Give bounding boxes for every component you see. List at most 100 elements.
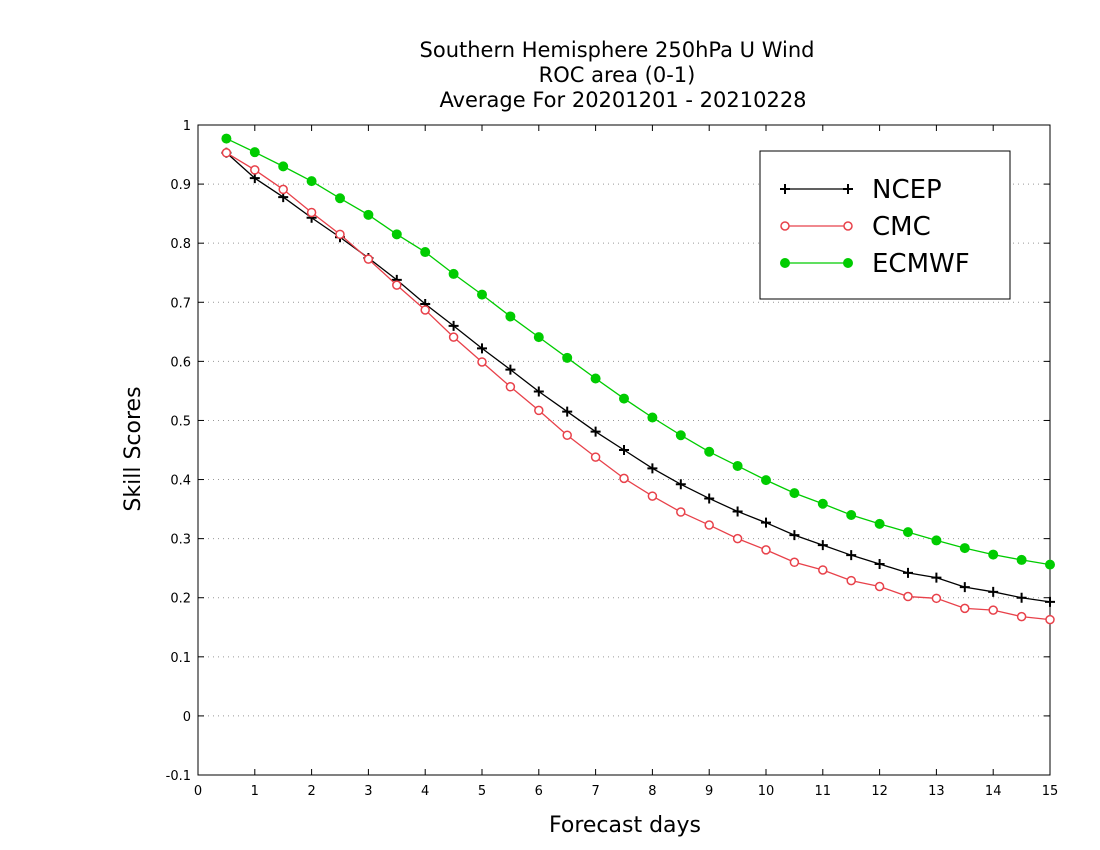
chart-title-line-2: ROC area (0-1) — [539, 63, 696, 87]
series-cmc-point — [335, 229, 345, 240]
series-cmc-point — [250, 165, 260, 175]
series-ncep-point — [675, 479, 686, 490]
series-ecmwf-point — [335, 193, 345, 204]
series-ecmwf-point — [306, 176, 317, 187]
y-tick-label: 0.9 — [170, 178, 191, 193]
series-ncep-point — [619, 445, 629, 455]
x-tick-label: 11 — [815, 784, 832, 799]
series-cmc-point — [1016, 611, 1027, 622]
legend-cmc-label: CMC — [872, 212, 931, 242]
series-ncep-point — [931, 572, 942, 583]
legend: NCEP CMC ECMWF — [759, 150, 1011, 300]
series-cmc-point — [960, 603, 970, 614]
series-ecmwf-point — [817, 498, 828, 509]
series-ncep-point — [732, 506, 743, 517]
y-tick-label: 1 — [183, 119, 191, 134]
series-ecmwf-point — [619, 393, 629, 404]
x-tick-label: 5 — [478, 784, 486, 799]
x-tick-label: 13 — [928, 784, 945, 799]
series-cmc-point — [306, 207, 317, 218]
series-ecmwf-point — [789, 488, 800, 499]
series-ncep-point — [505, 364, 516, 375]
series-ecmwf — [221, 133, 1055, 570]
series-ncep-point — [533, 386, 544, 397]
series-cmc-point — [590, 452, 601, 462]
series-ncep-point — [988, 586, 999, 597]
series-cmc-point — [363, 254, 374, 264]
series-ncep-point — [477, 343, 487, 354]
y-tick-label: 0.8 — [170, 237, 191, 252]
series-cmc-point — [1045, 614, 1055, 625]
series-cmc-point — [477, 357, 487, 367]
series-ncep-point — [959, 582, 970, 593]
legend-ncep-label: NCEP — [872, 175, 942, 205]
series-ecmwf-point — [647, 412, 658, 423]
x-tick-label: 4 — [421, 784, 429, 799]
x-tick-label: 15 — [1042, 784, 1059, 799]
series-ecmwf-point — [533, 332, 544, 343]
series-ncep-point — [1016, 592, 1027, 603]
series-cmc-point — [931, 593, 942, 604]
legend-cmc-marker — [780, 221, 790, 231]
x-tick-label: 14 — [985, 784, 1002, 799]
x-tick-label: 6 — [535, 784, 543, 799]
series-ecmwf-point — [903, 527, 913, 538]
legend-ncep-marker — [843, 184, 853, 194]
x-tick-label: 3 — [364, 784, 372, 799]
y-tick-label: 0.3 — [170, 533, 191, 548]
series-ecmwf-point — [1045, 559, 1055, 570]
series-ecmwf-point — [988, 549, 999, 560]
series-ecmwf-point — [221, 133, 232, 144]
chart-title-line-3: Average For 20201201 - 20210228 — [439, 88, 806, 112]
x-tick-label: 10 — [758, 784, 775, 799]
legend-ecmwf-marker — [843, 258, 853, 268]
chart-title-line-1: Southern Hemisphere 250hPa U Wind — [420, 38, 815, 62]
series-cmc-point — [846, 575, 856, 586]
y-axis-label: Skill Scores — [121, 386, 146, 511]
series-cmc-point — [448, 332, 459, 342]
series-ncep-point — [704, 493, 715, 504]
legend-box — [759, 150, 1011, 300]
series-ncep-point — [903, 567, 913, 578]
series-cmc-point — [903, 591, 913, 602]
series-ecmwf-point — [420, 247, 431, 258]
series-cmc-point — [420, 305, 430, 315]
series-cmc-point — [647, 491, 658, 501]
series-ecmwf-point — [931, 535, 942, 546]
series-ecmwf-point — [874, 518, 885, 529]
x-tick-label: 7 — [591, 784, 599, 799]
series-cmc-point — [704, 520, 714, 530]
legend-ecmwf-marker — [780, 258, 790, 268]
series-cmc-point — [392, 280, 402, 290]
series-ncep-point — [1045, 596, 1055, 607]
series-ncep-point — [249, 173, 260, 184]
x-tick-label: 2 — [307, 784, 315, 799]
series-ecmwf-point — [477, 289, 487, 300]
series-cmc-point — [676, 507, 686, 517]
series-ncep-point — [448, 320, 459, 331]
series-ecmwf-point — [959, 543, 970, 554]
x-tick-label: 12 — [871, 784, 888, 799]
series-cmc-point — [505, 382, 516, 392]
series-ecmwf-point — [732, 460, 743, 471]
series-cmc-point — [562, 430, 572, 440]
series-cmc-point — [789, 557, 800, 568]
series-ncep-point — [817, 540, 828, 551]
x-axis-label: Forecast days — [549, 813, 701, 838]
y-tick-label: -0.1 — [166, 769, 191, 784]
series-group — [221, 133, 1055, 625]
series-ecmwf-point — [590, 373, 601, 384]
legend-ecmwf-label: ECMWF — [872, 249, 970, 279]
series-ncep-point — [789, 530, 800, 541]
series-ecmwf-point — [363, 209, 374, 220]
y-tick-label: 0 — [183, 710, 191, 725]
series-ecmwf-point — [505, 311, 516, 322]
series-ecmwf-point — [846, 510, 857, 520]
series-cmc-point — [221, 148, 232, 158]
series-ncep-point — [874, 559, 885, 570]
series-cmc-point — [818, 565, 828, 575]
x-tick-label: 0 — [194, 784, 202, 799]
series-cmc-point — [761, 545, 771, 555]
series-ecmwf-point — [562, 352, 573, 363]
legend-ncep-marker — [780, 184, 790, 194]
